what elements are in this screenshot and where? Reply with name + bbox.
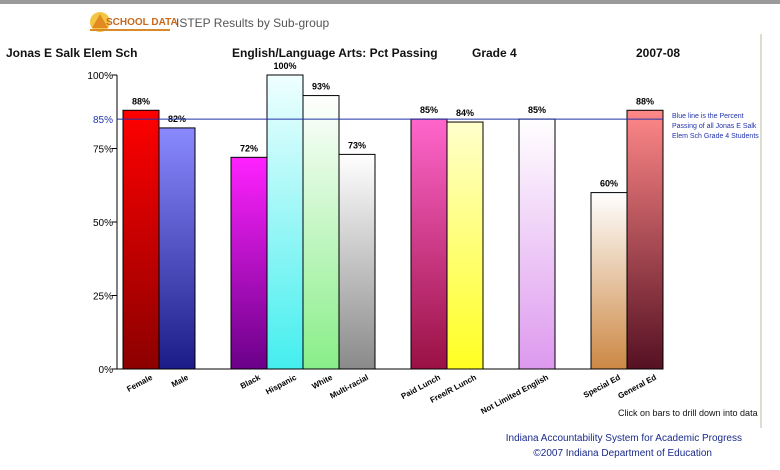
- year-label: 2007-08: [636, 46, 681, 60]
- subject-title: English/Language Arts: Pct Passing: [232, 46, 438, 60]
- category-label: General Ed: [616, 373, 658, 401]
- footer-org: Indiana Accountability System for Academ…: [505, 433, 742, 444]
- category-label: Hispanic: [264, 373, 298, 397]
- y-tick-label: 0%: [99, 365, 114, 376]
- page-title: ISTEP Results by Sub-group: [176, 16, 330, 30]
- bar[interactable]: [230, 156, 268, 370]
- bar[interactable]: [446, 121, 484, 370]
- category-label: White: [310, 373, 334, 391]
- bar[interactable]: [122, 109, 160, 370]
- school-name: Jonas E Salk Elem Sch: [6, 46, 138, 60]
- page-footer: Indiana Accountability System for Academ…: [0, 428, 780, 470]
- bar[interactable]: [518, 118, 556, 370]
- bar[interactable]: [302, 95, 340, 370]
- reference-line-note: Blue line is the Percent Passing of all …: [672, 113, 759, 140]
- category-label: Black: [239, 373, 263, 391]
- bar-value-label: 72%: [240, 143, 258, 153]
- bar-value-label: 88%: [636, 96, 654, 106]
- grade-label: Grade 4: [472, 46, 517, 60]
- bar[interactable]: [338, 153, 376, 370]
- footer-copyright: ©2007 Indiana Department of Education: [533, 448, 712, 459]
- category-label: Female: [125, 373, 154, 394]
- y-tick-label: 75%: [93, 145, 113, 156]
- drill-down-note: Click on bars to drill down into data: [618, 408, 758, 418]
- bar-value-label: 73%: [348, 140, 366, 150]
- school-data-logo-icon: [90, 12, 170, 32]
- category-label: Male: [170, 373, 190, 390]
- bar-value-label: 60%: [600, 179, 618, 189]
- bar-value-label: 93%: [312, 82, 330, 92]
- bar[interactable]: [410, 118, 448, 370]
- bar[interactable]: [158, 127, 196, 370]
- reference-line-label: 85%: [93, 115, 113, 126]
- y-tick-label: 100%: [87, 71, 113, 82]
- category-label: Special Ed: [582, 373, 622, 400]
- category-label: Not Limited English: [479, 373, 550, 416]
- bar[interactable]: [590, 192, 628, 370]
- bar-value-label: 85%: [528, 105, 546, 115]
- y-tick-label: 25%: [93, 292, 113, 303]
- top-border: [0, 0, 780, 4]
- y-tick-label: 50%: [93, 218, 113, 229]
- category-label: Multi-racial: [328, 373, 370, 401]
- page-header: SCHOOL DATA ISTEP Results by Sub-group: [0, 4, 780, 34]
- logo-text: SCHOOL DATA: [106, 17, 178, 28]
- bar-value-label: 100%: [273, 61, 296, 71]
- bar-value-label: 88%: [132, 96, 150, 106]
- bar[interactable]: [626, 109, 664, 370]
- bar-value-label: 85%: [420, 105, 438, 115]
- bar-value-label: 84%: [456, 108, 474, 118]
